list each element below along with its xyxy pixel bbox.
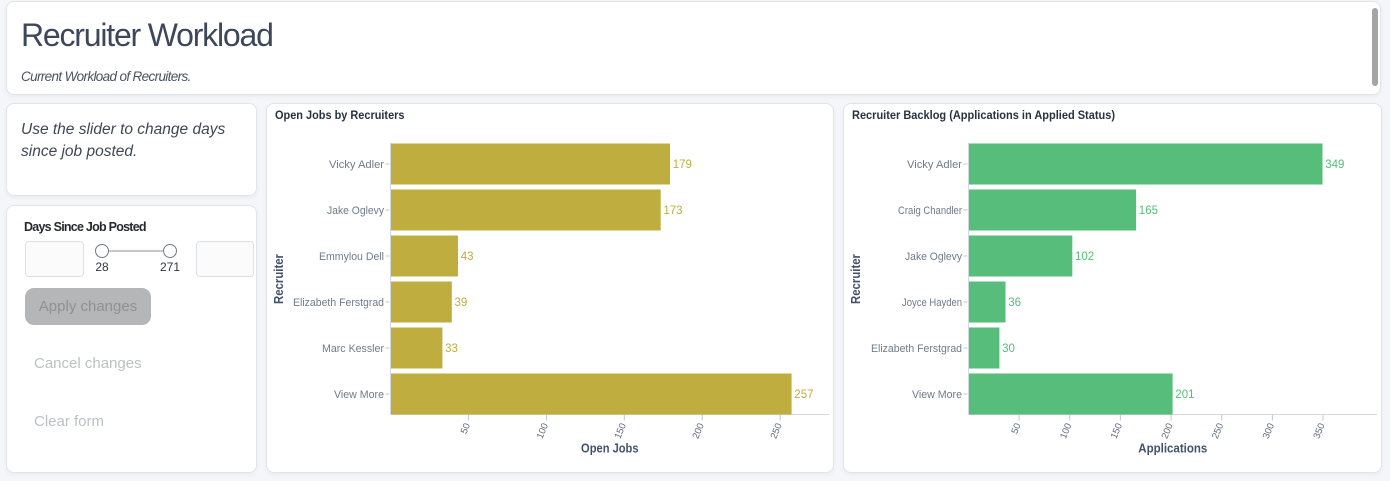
svg-text:300: 300	[1261, 422, 1277, 441]
svg-text:179: 179	[673, 159, 692, 171]
svg-text:257: 257	[794, 389, 813, 401]
svg-text:Recruiter: Recruiter	[849, 254, 863, 304]
svg-text:102: 102	[1075, 251, 1094, 263]
svg-text:150: 150	[1109, 422, 1125, 441]
svg-text:33: 33	[445, 343, 458, 355]
svg-text:Craig Chandler: Craig Chandler	[898, 205, 962, 217]
svg-text:Vicky Adler: Vicky Adler	[907, 159, 962, 171]
svg-text:250: 250	[769, 422, 785, 441]
svg-text:Emmylou Dell: Emmylou Dell	[319, 251, 384, 263]
svg-text:165: 165	[1139, 205, 1158, 217]
svg-text:Joyce Hayden: Joyce Hayden	[902, 297, 962, 309]
svg-text:Recruiter Backlog (Application: Recruiter Backlog (Applications in Appli…	[852, 108, 1115, 122]
svg-text:350: 350	[1311, 422, 1327, 441]
svg-text:50: 50	[1010, 422, 1024, 436]
svg-text:50: 50	[459, 422, 473, 436]
svg-text:Vicky Adler: Vicky Adler	[329, 159, 384, 171]
svg-text:349: 349	[1325, 159, 1344, 171]
svg-text:Recruiter: Recruiter	[272, 254, 286, 304]
svg-text:Open Jobs: Open Jobs	[581, 442, 639, 456]
svg-text:150: 150	[613, 422, 629, 441]
svg-text:Jake Oglevy: Jake Oglevy	[905, 251, 962, 263]
svg-text:173: 173	[663, 205, 682, 217]
svg-text:30: 30	[1002, 343, 1015, 355]
svg-text:250: 250	[1210, 422, 1226, 441]
svg-text:36: 36	[1008, 297, 1021, 309]
svg-text:Marc Kessler: Marc Kessler	[322, 343, 384, 355]
svg-text:100: 100	[535, 422, 551, 441]
svg-text:View More: View More	[334, 389, 384, 401]
svg-text:Jake Oglevy: Jake Oglevy	[327, 205, 384, 217]
svg-text:200: 200	[1160, 422, 1176, 441]
svg-text:Applications: Applications	[1138, 442, 1207, 456]
svg-text:39: 39	[455, 297, 468, 309]
svg-text:Elizabeth Ferstgrad: Elizabeth Ferstgrad	[871, 343, 962, 355]
svg-text:Open Jobs by Recruiters: Open Jobs by Recruiters	[275, 108, 405, 122]
svg-text:Elizabeth Ferstgrad: Elizabeth Ferstgrad	[293, 297, 384, 309]
svg-text:200: 200	[691, 422, 707, 441]
svg-text:43: 43	[461, 251, 474, 263]
svg-text:View More: View More	[912, 389, 962, 401]
svg-text:201: 201	[1175, 389, 1194, 401]
svg-text:100: 100	[1058, 422, 1074, 441]
